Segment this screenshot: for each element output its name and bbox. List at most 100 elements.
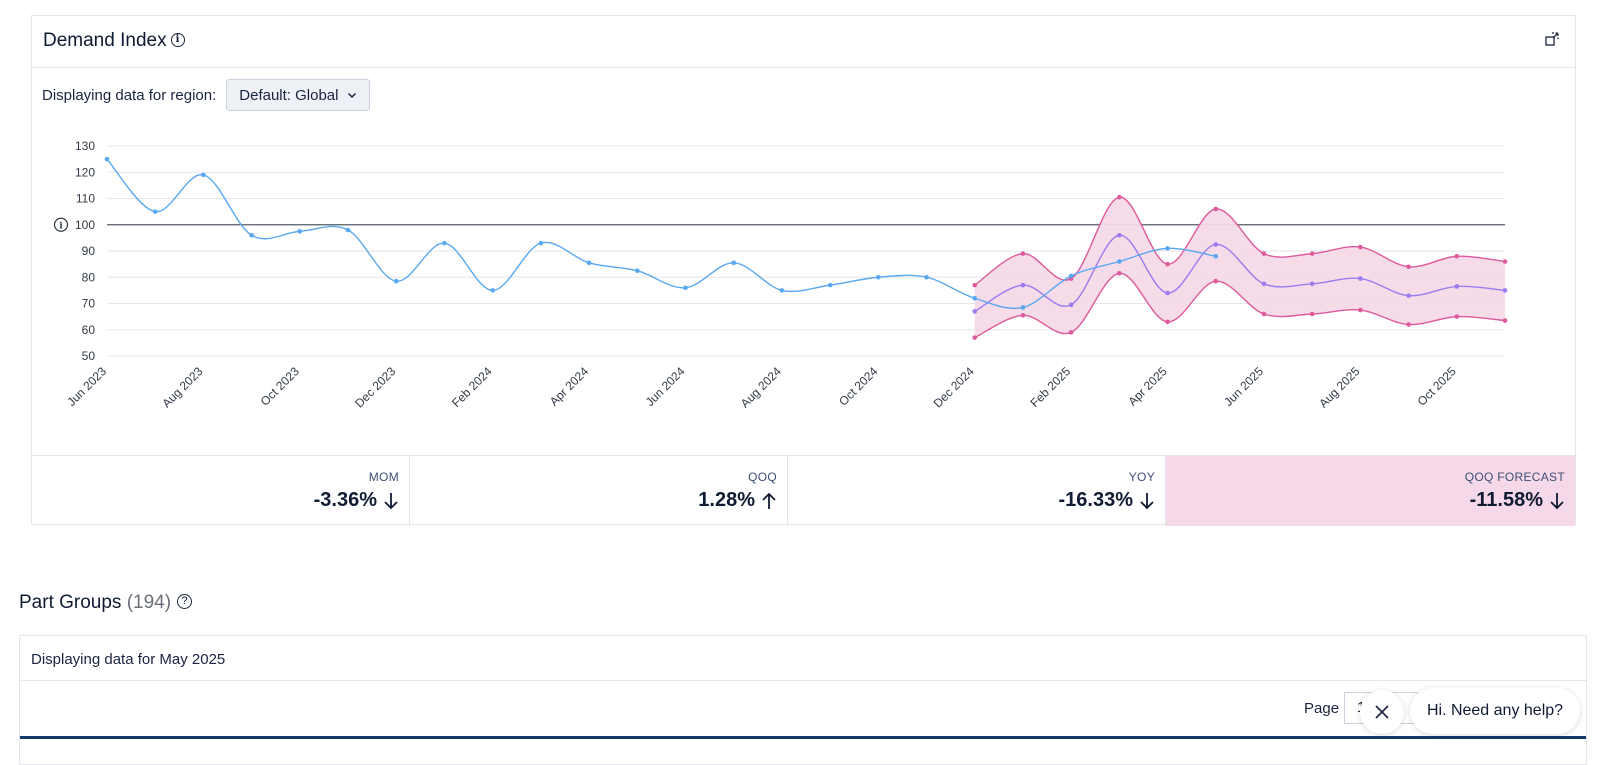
actual-point (249, 232, 254, 238)
info-icon[interactable]: i (170, 32, 185, 47)
x-tick-label: Dec 2024 (931, 364, 977, 410)
actual-point (345, 227, 351, 233)
stat-label: QOQ FORECAST (1464, 470, 1565, 484)
table-header-bar (20, 736, 1586, 739)
lower-bound-point (1261, 311, 1267, 317)
y-tick-label: 60 (82, 323, 96, 337)
forecast-point (972, 309, 978, 314)
demand-index-title: Demand Index (43, 30, 167, 51)
stat-value-text: 1.28% (698, 489, 755, 511)
stat-qoq: QOQ 1.28% (410, 456, 788, 526)
upper-bound-point (1020, 251, 1026, 256)
x-tick-label: Oct 2025 (1415, 364, 1460, 409)
region-row: Displaying data for region: Default: Glo… (42, 79, 370, 111)
actual-point (538, 240, 544, 246)
upper-bound-point (1165, 261, 1170, 267)
stat-value: -11.58% (1470, 489, 1565, 512)
upper-bound-point (972, 282, 978, 288)
stat-label: QOQ (748, 470, 777, 484)
lower-bound-point (972, 335, 978, 340)
actual-point (779, 288, 785, 293)
stat-value: 1.28% (698, 489, 777, 512)
forecast-point (1068, 302, 1074, 308)
x-tick-label: Aug 2023 (159, 364, 205, 410)
forecast-point (1358, 276, 1363, 281)
actual-point (490, 288, 495, 293)
help-icon[interactable]: ? (177, 594, 193, 610)
stat-value: -16.33% (1059, 489, 1156, 512)
actual-point (1068, 273, 1074, 279)
lower-bound-point (1454, 314, 1460, 319)
x-tick-label: Apr 2025 (1125, 364, 1170, 409)
y-tick-label: 80 (82, 270, 96, 284)
actual-point (1213, 253, 1219, 259)
chevron-down-icon (347, 92, 356, 99)
lower-bound-point (1165, 319, 1170, 325)
part-groups-title: Part Groups (194)? (19, 592, 193, 614)
lower-bound-point (1406, 322, 1411, 327)
x-tick-label: Oct 2024 (836, 364, 881, 409)
card-header: Demand Index i (32, 16, 1575, 68)
demand-index-chart: 50 60 70 80 90 100 110 120 130 i Jun 2023 Aug 2023 O… (53, 139, 1508, 410)
y-tick-label: 130 (75, 139, 95, 153)
chat-help-text: Hi. Need any help? (1426, 702, 1564, 719)
actual-point (731, 260, 736, 266)
forecast-point (1261, 281, 1267, 287)
reference-info-glyph: i (59, 221, 63, 231)
part-groups-card: Displaying data for May 2025 Page 1 (19, 635, 1587, 765)
forecast-point (1454, 284, 1460, 289)
lower-bound-point (1502, 318, 1508, 323)
reference-info-icon (53, 217, 69, 232)
chat-help-bubble[interactable]: Hi. Need any help? (1410, 688, 1580, 734)
forecast-point (1165, 290, 1170, 296)
part-groups-count: (194) (126, 592, 172, 613)
x-tick-label: Jun 2025 (1221, 364, 1266, 409)
upper-bound-point (1213, 206, 1219, 212)
upper-bound-point (1406, 264, 1411, 270)
page-label: Page (1304, 699, 1340, 717)
stat-value-text: -11.58% (1469, 489, 1543, 511)
lower-bound-point (1020, 313, 1026, 318)
stat-mom: MOM -3.36% (32, 456, 410, 526)
y-tick-label: 110 (76, 192, 95, 206)
x-tick-label: Feb 2025 (1027, 364, 1073, 410)
upper-bound-point (1117, 194, 1122, 200)
part-groups-note: Displaying data for May 2025 (31, 651, 226, 668)
x-tick-label: Apr 2024 (547, 364, 592, 409)
actual-point (442, 240, 447, 246)
actual-point (152, 209, 158, 214)
actual-point (972, 295, 978, 301)
chat-close-button[interactable] (1360, 690, 1404, 734)
arrow-up-icon (762, 492, 776, 509)
forecast-point (1502, 288, 1508, 293)
forecast-point (1213, 242, 1219, 247)
actual-point (104, 156, 110, 162)
stat-value-text: -16.33% (1058, 489, 1134, 511)
region-select[interactable]: Default: Global (226, 79, 370, 111)
x-tick-label: Aug 2025 (1316, 364, 1362, 410)
y-tick-label: 70 (82, 297, 96, 311)
y-tick-label: 90 (82, 244, 96, 258)
lower-bound-point (1213, 278, 1219, 284)
stat-qoq-forecast: QOQ FORECAST -11.58% (1166, 456, 1575, 526)
demand-index-card: Demand Index i Displaying data for region… (31, 15, 1577, 526)
part-groups-title-text: Part Groups (19, 592, 122, 613)
forecast-band (974, 197, 1505, 338)
expand-icon[interactable] (1545, 32, 1559, 46)
x-tick-label: Aug 2024 (738, 364, 784, 410)
actual-point (1020, 305, 1026, 310)
x-tick-label: Oct 2023 (258, 364, 303, 409)
actual-point (924, 274, 929, 280)
arrow-down-icon (384, 492, 398, 509)
forecast-point (1020, 282, 1026, 288)
lower-bound-point (1309, 311, 1315, 317)
lower-bound-point (1117, 271, 1122, 276)
actual-point (634, 268, 640, 273)
x-tick-label: Jun 2024 (643, 364, 688, 409)
forecast-point (1406, 293, 1411, 298)
upper-bound-point (1261, 251, 1267, 256)
y-tick-label: 120 (75, 165, 95, 179)
lower-bound-point (1068, 330, 1074, 335)
upper-bound-point (1502, 259, 1508, 264)
actual-point (393, 278, 399, 284)
